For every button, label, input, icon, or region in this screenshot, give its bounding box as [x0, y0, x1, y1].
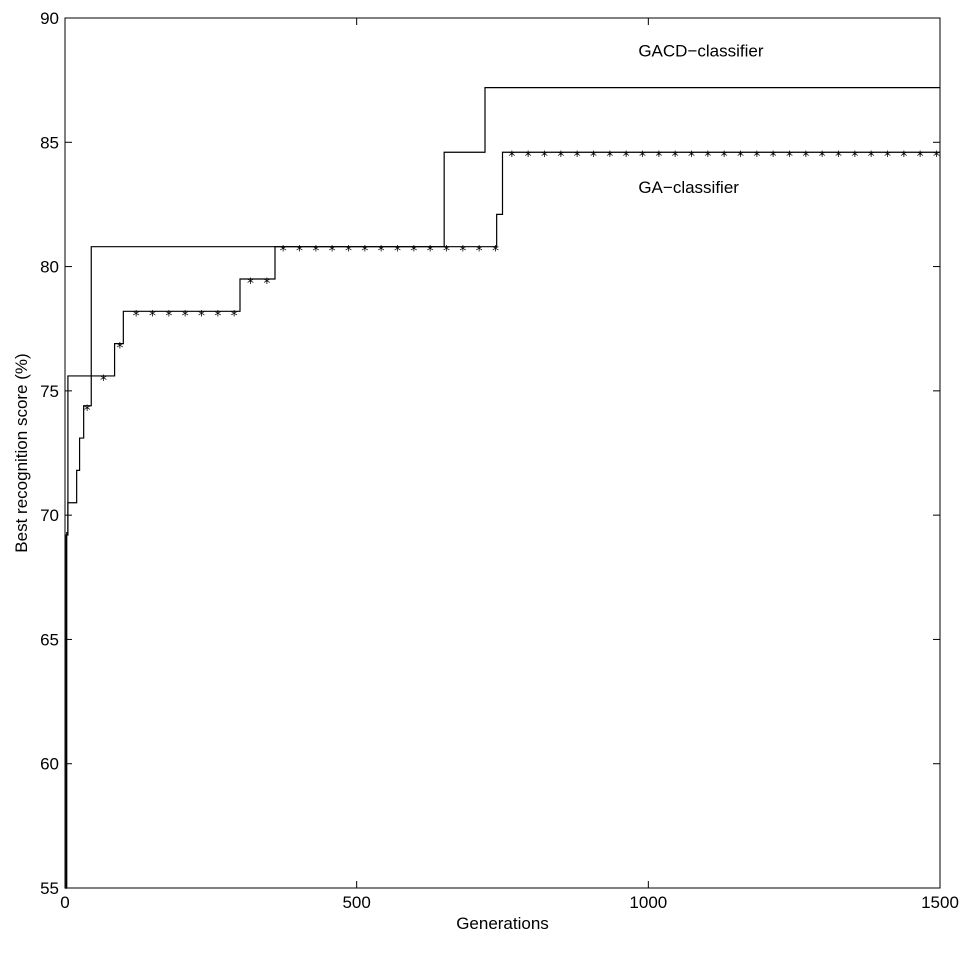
ga-classifier-marker: * [84, 403, 91, 419]
gacd-classifier-annotation: GACD−classifier [638, 41, 764, 60]
x-tick-label: 0 [60, 893, 69, 912]
x-tick-label: 1000 [629, 893, 667, 912]
ga-classifier-marker: * [165, 308, 172, 324]
ga-classifier-marker: * [688, 149, 695, 165]
ga-classifier-marker: * [557, 149, 564, 165]
ga-classifier-marker: * [100, 373, 107, 389]
ga-classifier-marker: * [296, 244, 303, 260]
ga-classifier-marker: * [280, 244, 287, 260]
ga-classifier-marker: * [149, 308, 156, 324]
y-tick-label: 90 [40, 9, 59, 28]
y-tick-label: 75 [40, 382, 59, 401]
ga-classifier-marker: * [802, 149, 809, 165]
ga-classifier-marker: * [427, 244, 434, 260]
ga-classifier-marker: * [917, 149, 924, 165]
series-layer: * * * * * * * * * * * * * * * * * * * * * * * * * * * * * * * * * * * * * * * *… [65, 87, 940, 889]
ga-classifier-marker: * [361, 244, 368, 260]
ga-classifier-marker: * [329, 244, 336, 260]
ga-classifier-marker: * [574, 149, 581, 165]
ga-classifier-marker: * [900, 149, 907, 165]
x-axis-label: Generations [456, 914, 549, 933]
ga-classifier-marker: * [606, 149, 613, 165]
ga-classifier-marker: * [933, 149, 940, 165]
ga-classifier-marker: * [819, 149, 826, 165]
plot-frame [64, 17, 941, 889]
ga-classifier-marker: * [214, 308, 221, 324]
ga-classifier-marker: * [737, 149, 744, 165]
ga-classifier-annotation: GA−classifier [638, 178, 739, 197]
ga-classifier-marker: * [116, 341, 123, 357]
ga-classifier-marker: * [655, 149, 662, 165]
ga-classifier-marker: * [247, 276, 254, 292]
tick-layer: 0 500 1000 1500 55 60 65 70 75 80 85 90 [40, 9, 959, 912]
ga-classifier-marker: * [231, 308, 238, 324]
x-tick-label: 1500 [921, 893, 959, 912]
y-axis-label: Best recognition score (%) [12, 353, 31, 552]
y-tick-label: 85 [40, 133, 59, 152]
y-tick-label: 55 [40, 879, 59, 898]
ga-classifier-marker: * [345, 244, 352, 260]
y-tick-label: 65 [40, 630, 59, 649]
ga-classifier-marker: * [459, 244, 466, 260]
ga-classifier-marker: * [508, 149, 515, 165]
y-tick-label: 60 [40, 755, 59, 774]
ga-classifier-marker: * [884, 149, 891, 165]
ga-classifier-marker: * [672, 149, 679, 165]
x-tick-label: 500 [342, 893, 370, 912]
ga-classifier-marker: * [525, 149, 532, 165]
ga-classifier-marker: * [770, 149, 777, 165]
ga-classifier-marker: * [590, 149, 597, 165]
ga-classifier-line [65, 151, 940, 889]
ga-classifier-marker: * [410, 244, 417, 260]
ga-classifier-marker: * [753, 149, 760, 165]
ga-classifier-marker: * [786, 149, 793, 165]
ga-classifier-marker: * [182, 308, 189, 324]
ga-classifier-marker: * [492, 244, 499, 260]
ga-classifier-marker: * [198, 308, 205, 324]
ga-classifier-marker: * [263, 276, 270, 292]
ga-classifier-marker: * [443, 244, 450, 260]
ga-classifier-marker: * [378, 244, 385, 260]
ga-classifier-marker: * [541, 149, 548, 165]
ga-classifier-marker: * [639, 149, 646, 165]
y-tick-label: 80 [40, 258, 59, 277]
ga-classifier-marker: * [704, 149, 711, 165]
ga-classifier-marker: * [476, 244, 483, 260]
y-tick-label: 70 [40, 506, 59, 525]
ga-classifier-marker: * [721, 149, 728, 165]
ga-classifier-marker: * [835, 149, 842, 165]
ga-classifier-marker: * [312, 244, 319, 260]
ga-classifier-marker: * [133, 308, 140, 324]
ga-classifier-marker: * [623, 149, 630, 165]
ga-classifier-marker: * [868, 149, 875, 165]
ga-classifier-marker: * [394, 244, 401, 260]
ga-classifier-marker: * [851, 149, 858, 165]
